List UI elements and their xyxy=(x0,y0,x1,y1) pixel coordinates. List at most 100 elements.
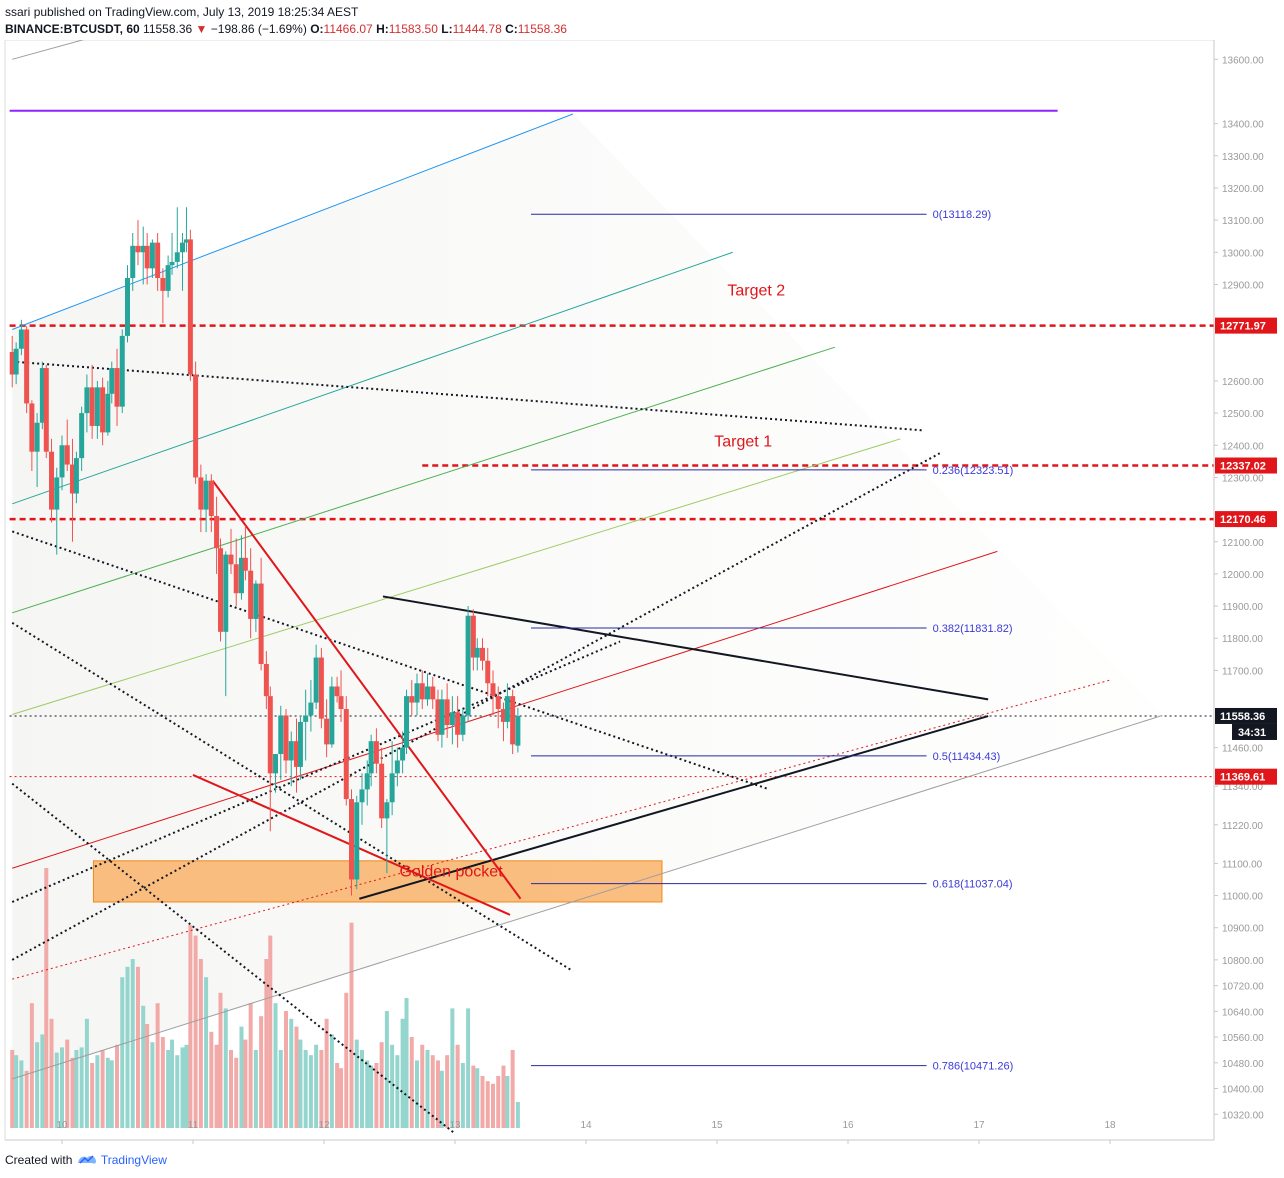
volume-bar xyxy=(115,1044,120,1128)
candle-body xyxy=(444,699,450,726)
volume-bar xyxy=(243,1039,248,1128)
volume-bar xyxy=(515,1102,520,1128)
candle-body xyxy=(324,718,330,745)
symbol-name[interactable]: BINANCE:BTCUSDT, 60 xyxy=(5,22,140,36)
volume-bar xyxy=(430,1055,435,1128)
trendline xyxy=(382,595,989,701)
volume-bar xyxy=(188,925,193,1128)
volume-bar xyxy=(228,1050,233,1128)
price-tick-label: 11700.00 xyxy=(1222,666,1263,677)
volume-bar xyxy=(400,1018,405,1128)
price-tag xyxy=(1215,707,1277,724)
candle-body xyxy=(263,663,269,697)
ohlc-legend: BINANCE:BTCUSDT, 60 11558.36 ▼ −198.86 (… xyxy=(5,22,567,37)
drawn-trendlines[interactable] xyxy=(9,40,1214,1135)
channel-fan-fill xyxy=(12,113,1163,1079)
volume-bar xyxy=(105,1057,110,1128)
candle-body xyxy=(273,754,279,774)
candle-body xyxy=(140,245,146,253)
volume-bar xyxy=(480,1076,485,1128)
price-tag xyxy=(1215,317,1277,334)
time-tick-label: 10 xyxy=(56,1120,68,1131)
publish-text: published on TradingView.com, July 13, 2… xyxy=(33,5,359,19)
candle-body xyxy=(155,242,161,279)
candlestick-series xyxy=(9,207,521,896)
candle-body xyxy=(313,657,319,703)
candle-body xyxy=(34,422,40,452)
time-tick-label: 16 xyxy=(842,1120,854,1131)
volume-bar xyxy=(135,966,140,1128)
candle-body xyxy=(329,686,335,745)
low-label: L: xyxy=(441,22,453,36)
volume-bar xyxy=(24,1070,29,1128)
candle-body xyxy=(49,451,55,510)
volume-bar xyxy=(125,966,130,1128)
volume-bar xyxy=(339,1068,344,1128)
trendline xyxy=(12,346,836,614)
candle-body xyxy=(258,583,264,664)
volume-bar xyxy=(404,998,409,1128)
chart-header: ssari published on TradingView.com, July… xyxy=(0,0,1284,40)
candle-body xyxy=(490,683,496,697)
price-tag xyxy=(1215,511,1277,528)
fib-level-label: 0.382(11831.82) xyxy=(933,623,1013,635)
price-tick-label: 10640.00 xyxy=(1222,1007,1264,1018)
trendline xyxy=(12,438,901,715)
volume-bar xyxy=(155,1003,160,1128)
candle-body xyxy=(79,413,85,459)
fib-level-label: 0.236(12323.51) xyxy=(933,465,1014,477)
volume-bar xyxy=(259,1016,264,1128)
price-tick-label: 12500.00 xyxy=(1222,409,1264,420)
candle-body xyxy=(424,686,430,700)
candle-body xyxy=(214,516,220,549)
candle-body xyxy=(169,261,175,266)
candle-body xyxy=(278,715,284,755)
publisher-name[interactable]: ssari xyxy=(5,5,31,19)
candle-body xyxy=(39,368,45,423)
price-tag-label: 12337.02 xyxy=(1220,461,1266,473)
candle-body xyxy=(198,477,204,510)
golden-pocket-zone[interactable] xyxy=(92,860,663,903)
candle-body xyxy=(404,696,410,748)
candle-body xyxy=(288,741,294,761)
price-tick-label: 13400.00 xyxy=(1222,120,1264,131)
candle-body xyxy=(460,715,466,735)
price-tick-label: 12900.00 xyxy=(1222,280,1264,291)
candle-body xyxy=(203,480,209,510)
price-tick-label: 13200.00 xyxy=(1222,184,1264,195)
price-tick-label: 10800.00 xyxy=(1222,956,1264,967)
volume-bar xyxy=(319,1050,324,1128)
volume-bar xyxy=(329,1034,334,1128)
candle-body xyxy=(59,445,65,478)
price-chart[interactable]: 0(13118.29) 0.236(12323.51) 0.382(11831.82… xyxy=(0,40,1284,1145)
countdown-label: 34:31 xyxy=(1238,727,1266,739)
price-tick-label: 13600.00 xyxy=(1222,55,1264,66)
trendline xyxy=(211,480,522,900)
volume-bar xyxy=(79,1047,84,1128)
last-price: 11558.36 xyxy=(143,22,193,36)
candle-body xyxy=(485,660,491,684)
volume-bar xyxy=(450,1008,455,1128)
volume-bar xyxy=(180,1047,185,1128)
volume-bar xyxy=(40,1034,45,1128)
candle-body xyxy=(223,554,229,632)
volume-bar xyxy=(19,1060,24,1128)
tradingview-brand[interactable]: TradingView xyxy=(100,1153,167,1167)
candle-body xyxy=(293,741,299,767)
candle-body xyxy=(18,329,24,349)
candle-body xyxy=(465,615,471,716)
volume-bar xyxy=(223,1008,228,1128)
price-change: −198.86 (−1.69%) xyxy=(210,22,307,36)
trendline xyxy=(12,251,733,505)
volume-bar xyxy=(298,1039,303,1128)
volume-bar xyxy=(268,935,273,1128)
candle-body xyxy=(510,696,516,745)
volume-bar xyxy=(44,868,49,1128)
volume-bar xyxy=(130,959,135,1128)
volume-bar xyxy=(303,1050,308,1128)
candle-body xyxy=(504,696,510,722)
trendline xyxy=(11,452,941,961)
price-tick-label: 13000.00 xyxy=(1222,248,1264,259)
annotation-label: Golden pocket xyxy=(399,863,503,880)
price-tick-label: 10900.00 xyxy=(1222,924,1264,935)
